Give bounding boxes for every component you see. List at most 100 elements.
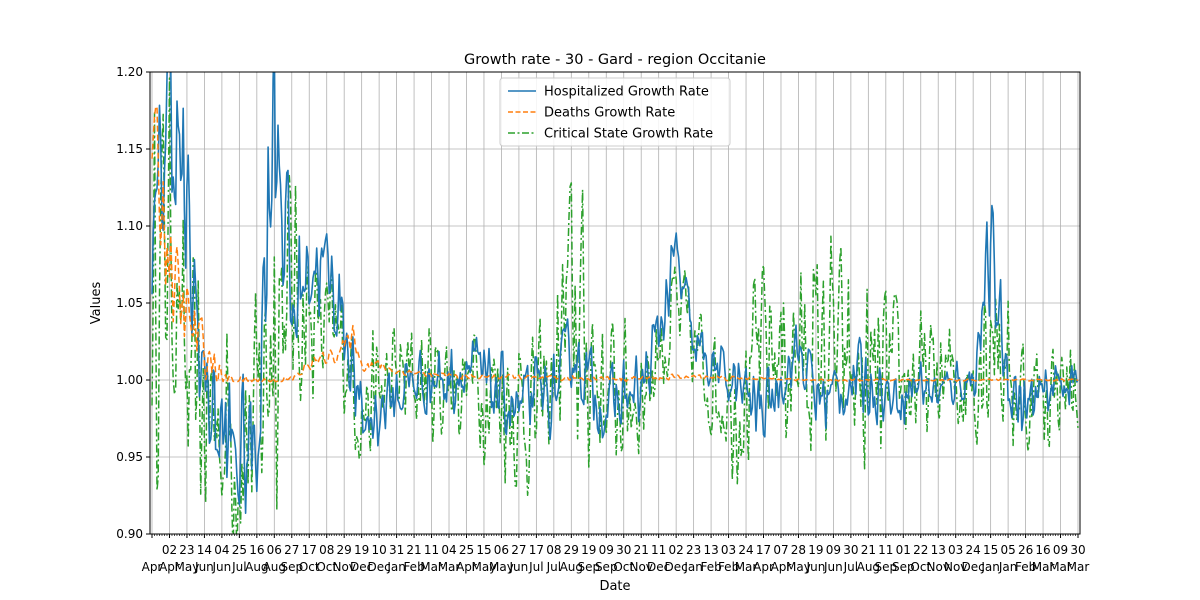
- x-tick-month-label: Aug: [560, 560, 583, 574]
- x-tick-month-label: Apr: [456, 560, 477, 574]
- x-axis-label: Date: [599, 579, 630, 594]
- legend-label: Hospitalized Growth Rate: [544, 85, 709, 100]
- x-tick-day-label: 04: [441, 543, 456, 557]
- x-tick-month-label: Nov: [332, 560, 355, 574]
- x-tick-day-label: 11: [878, 543, 893, 557]
- x-tick-day-label: 11: [424, 543, 439, 557]
- x-tick-month-label: Oct: [613, 560, 634, 574]
- y-tick-label: 0.95: [116, 450, 143, 464]
- x-tick-month-label: Feb: [403, 560, 424, 574]
- x-tick-month-label: Nov: [927, 560, 950, 574]
- x-tick-month-label: Mar: [735, 560, 758, 574]
- x-tick-day-label: 29: [337, 543, 352, 557]
- x-tick-day-label: 10: [371, 543, 386, 557]
- x-tick-month-label: Nov: [629, 560, 652, 574]
- x-tick-month-label: Aug: [263, 560, 286, 574]
- legend: Hospitalized Growth Rate Deaths Growth Ra…: [499, 77, 731, 147]
- x-tick-day-label: 24: [738, 543, 753, 557]
- x-tick-month-label: Jun: [212, 560, 232, 574]
- x-tick-month-label: Jul: [231, 560, 246, 574]
- x-tick-month-label: Jan: [683, 560, 703, 574]
- x-tick-day-label: 21: [634, 543, 649, 557]
- x-tick-day-label: 26: [1018, 543, 1033, 557]
- x-tick-day-label: 25: [232, 543, 247, 557]
- x-tick-day-label: 15: [983, 543, 998, 557]
- x-tick-month-label: Jan: [998, 560, 1018, 574]
- x-tick-month-label: Apr: [159, 560, 180, 574]
- x-tick-month-label: May: [175, 560, 200, 574]
- x-tick-day-label: 17: [529, 543, 544, 557]
- legend-box: [499, 77, 731, 147]
- plot-lines: [151, 72, 1079, 534]
- x-tick-day-label: 06: [267, 543, 282, 557]
- x-axis: Apr02Apr23May14Jun04Jun25Jul16Aug06Aug27…: [142, 534, 1090, 574]
- x-tick-day-label: 06: [494, 543, 509, 557]
- x-tick-day-label: 04: [214, 543, 229, 557]
- x-tick-month-label: Jun: [823, 560, 843, 574]
- x-tick-month-label: Sep: [892, 560, 915, 574]
- x-tick-day-label: 11: [651, 543, 666, 557]
- x-tick-month-label: May: [472, 560, 497, 574]
- x-tick-month-label: Jun: [194, 560, 214, 574]
- y-tick-label: 1.20: [116, 65, 143, 79]
- x-tick-day-label: 09: [599, 543, 614, 557]
- x-tick-day-label: 21: [861, 543, 876, 557]
- x-tick-day-label: 28: [791, 543, 806, 557]
- x-tick-day-label: 02: [162, 543, 177, 557]
- x-tick-day-label: 19: [808, 543, 823, 557]
- x-tick-day-label: 30: [616, 543, 631, 557]
- x-tick-month-label: Feb: [718, 560, 739, 574]
- x-tick-day-label: 16: [249, 543, 264, 557]
- x-tick-day-label: 27: [511, 543, 526, 557]
- y-axis: 0.90 0.95 1.00 1.05 1.10 1.15 1.20: [116, 65, 150, 541]
- x-tick-day-label: 23: [179, 543, 194, 557]
- x-tick-month-label: Jul: [843, 560, 858, 574]
- x-tick-day-label: 15: [476, 543, 491, 557]
- x-tick-day-label: 17: [302, 543, 317, 557]
- x-tick-day-label: 14: [197, 543, 212, 557]
- x-tick-day-label: 19: [354, 543, 369, 557]
- x-tick-month-label: Mar: [1067, 560, 1090, 574]
- series-line-deaths-growth-rate: [151, 105, 1079, 383]
- legend-label: Critical State Growth Rate: [544, 127, 713, 142]
- x-tick-day-label: 25: [459, 543, 474, 557]
- x-tick-month-label: Dec: [647, 560, 670, 574]
- y-tick-label: 1.00: [116, 373, 143, 387]
- x-tick-day-label: 07: [773, 543, 788, 557]
- x-tick-day-label: 08: [546, 543, 561, 557]
- x-tick-month-label: Sep: [874, 560, 897, 574]
- x-tick-month-label: Dec: [368, 560, 391, 574]
- x-tick-month-label: Mar: [1032, 560, 1055, 574]
- x-tick-month-label: Dec: [665, 560, 688, 574]
- x-tick-month-label: Jan: [386, 560, 406, 574]
- x-tick-month-label: Oct: [299, 560, 320, 574]
- x-tick-month-label: Jun: [806, 560, 826, 574]
- x-tick-month-label: Sep: [280, 560, 303, 574]
- x-tick-month-label: May: [786, 560, 811, 574]
- x-tick-day-label: 17: [756, 543, 771, 557]
- y-tick-label: 1.10: [116, 219, 143, 233]
- x-tick-month-label: Apr: [771, 560, 792, 574]
- x-tick-day-label: 03: [721, 543, 736, 557]
- x-tick-month-label: Dec: [962, 560, 985, 574]
- x-tick-day-label: 29: [564, 543, 579, 557]
- x-tick-month-label: Feb: [700, 560, 721, 574]
- x-tick-month-label: Nov: [944, 560, 967, 574]
- x-tick-day-label: 19: [581, 543, 596, 557]
- x-tick-day-label: 16: [1035, 543, 1050, 557]
- x-tick-day-label: 31: [389, 543, 404, 557]
- x-tick-day-label: 01: [896, 543, 911, 557]
- x-tick-day-label: 30: [1070, 543, 1085, 557]
- grid-layer: [150, 71, 1080, 535]
- y-tick-label: 0.90: [116, 527, 143, 541]
- x-tick-month-label: Jul: [528, 560, 543, 574]
- x-tick-month-label: Mar: [438, 560, 461, 574]
- x-tick-month-label: Jul: [546, 560, 561, 574]
- x-tick-month-label: Mar: [420, 560, 443, 574]
- x-tick-month-label: Aug: [857, 560, 880, 574]
- x-tick-day-label: 05: [1000, 543, 1015, 557]
- x-tick-month-label: May: [489, 560, 514, 574]
- x-tick-month-label: Sep: [577, 560, 600, 574]
- x-tick-day-label: 27: [284, 543, 299, 557]
